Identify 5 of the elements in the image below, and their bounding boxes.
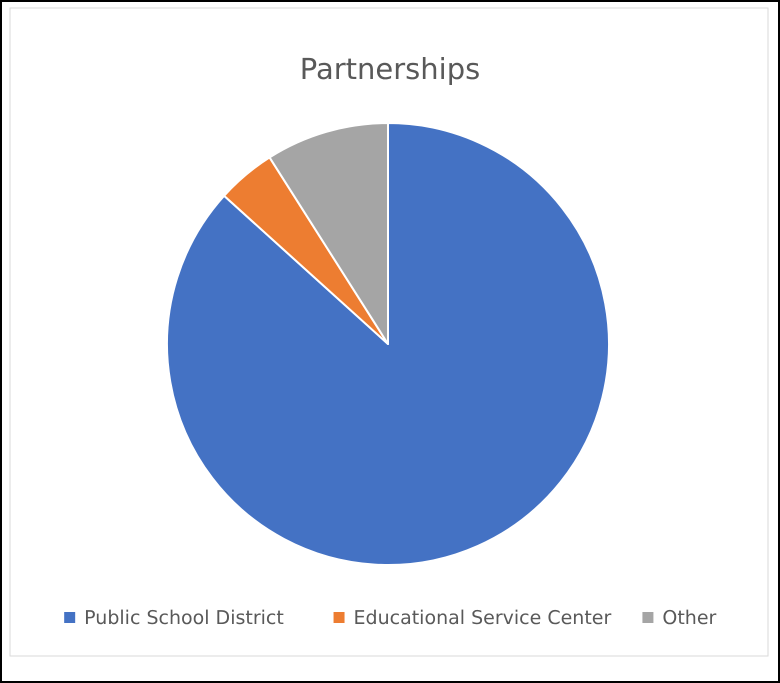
pie-slice bbox=[166, 122, 610, 566]
legend-label: Other bbox=[662, 607, 717, 629]
chart-title: Partnerships bbox=[300, 52, 480, 86]
legend-label: Public School District bbox=[84, 607, 284, 629]
legend-label: Educational Service Center bbox=[354, 607, 612, 629]
